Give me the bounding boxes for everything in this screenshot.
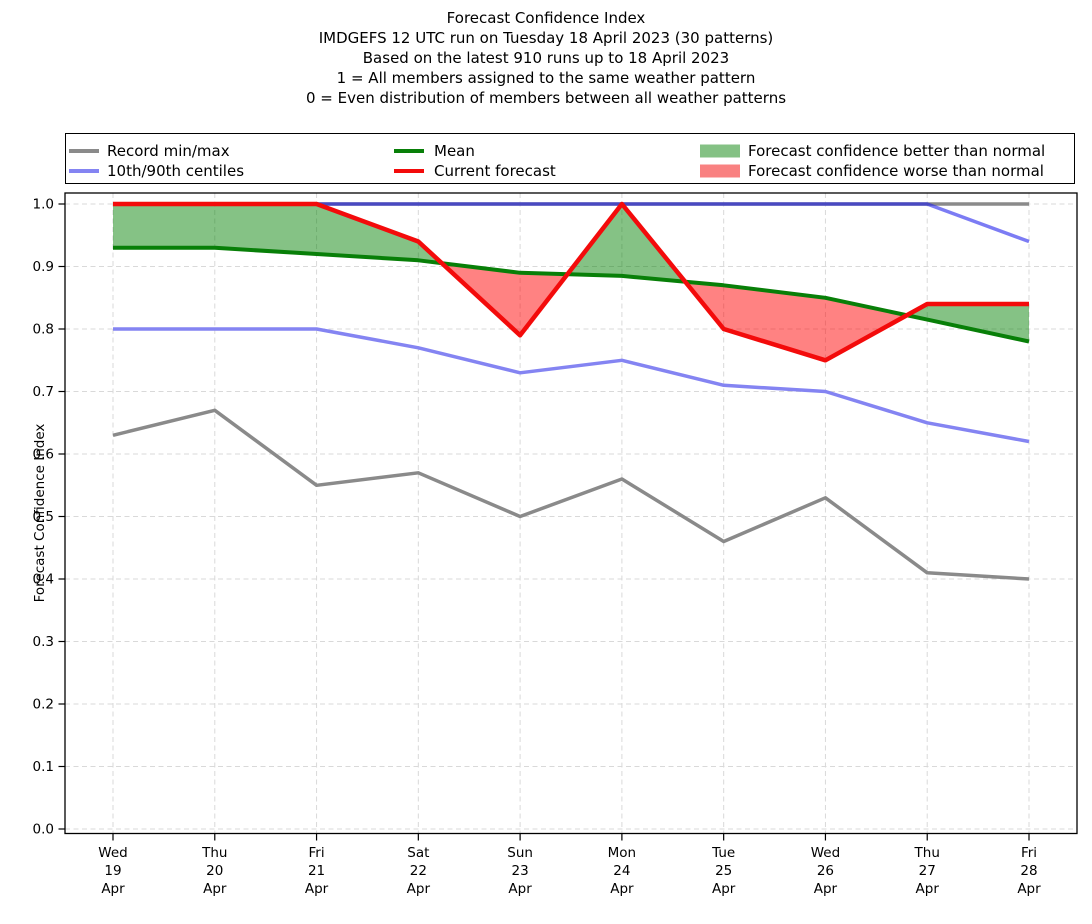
series-line-record-min (112, 408, 1030, 581)
y-tick-label: 0.9 (33, 259, 54, 275)
y-tick-label: 0.6 (33, 447, 54, 463)
y-tick-label: 0.4 (33, 572, 54, 588)
x-tick-label-day: 28 (1020, 863, 1037, 879)
x-tick-label-day: 25 (715, 863, 732, 879)
x-tick-label-weekday: Wed (811, 845, 840, 861)
y-tick-label: 0.7 (33, 384, 54, 400)
x-tick-label-weekday: Fri (309, 845, 325, 861)
chart-subtitle-run: IMDGEFS 12 UTC run on Tuesday 18 April 2… (319, 29, 774, 47)
legend-swatch-patch (700, 144, 740, 158)
y-tick-label: 0.0 (33, 822, 54, 838)
series-line-10th-centile (113, 327, 1030, 444)
x-tick-label-day: 19 (104, 863, 121, 879)
legend-swatch-patch (700, 164, 740, 178)
legend-label: Record min/max (107, 142, 230, 160)
legend-label: Forecast confidence better than normal (748, 142, 1045, 160)
fill-confidence-worse (441, 263, 568, 336)
y-tick-label: 0.2 (33, 697, 54, 713)
x-tick-label-weekday: Fri (1021, 845, 1037, 861)
series-line-current-forecast (113, 201, 1029, 363)
x-tick-label-day: 26 (817, 863, 834, 879)
x-tick-label-month: Apr (712, 881, 736, 897)
x-tick-label-month: Apr (610, 881, 634, 897)
x-tick-label-month: Apr (407, 881, 431, 897)
y-tick-label: 0.1 (33, 759, 54, 775)
y-tick-label: 0.3 (33, 634, 54, 650)
fill-confidence-worse (685, 281, 907, 361)
chart-title: Forecast Confidence Index (447, 9, 646, 27)
chart-subtitle-basis: Based on the latest 910 runs up to 18 Ap… (363, 49, 729, 67)
x-tick-label-day: 21 (308, 863, 325, 879)
x-tick-label-weekday: Tue (711, 845, 735, 861)
x-tick-label-day: 20 (206, 863, 223, 879)
x-tick-label-weekday: Mon (608, 845, 636, 861)
x-tick-label-day: 27 (919, 863, 936, 879)
chart-note-one: 1 = All members assigned to the same wea… (337, 69, 756, 87)
y-tick-label: 0.8 (33, 322, 54, 338)
y-axis-label: Forecast Confidence Index (32, 424, 48, 603)
legend-label: Forecast confidence worse than normal (748, 162, 1044, 180)
x-tick-label-day: 24 (613, 863, 630, 879)
x-tick-label-weekday: Thu (914, 845, 940, 861)
fill-confidence-better (906, 304, 1029, 342)
legend-label: Mean (434, 142, 475, 160)
legend-label: 10th/90th centiles (107, 162, 244, 180)
x-tick-label-weekday: Sun (507, 845, 533, 861)
chart-note-zero: 0 = Even distribution of members between… (306, 89, 786, 107)
x-tick-label-month: Apr (305, 881, 329, 897)
fill-confidence-better (113, 204, 442, 264)
x-tick-label-month: Apr (203, 881, 227, 897)
plot-frame (64, 192, 1078, 835)
plot-area: 0.0 0.1 0.2 0.3 0.4 0.5 0.6 0.7 0.8 0.9 1.0 Wed 19 Ap… (33, 133, 1078, 897)
x-tick-label-month: Apr (508, 881, 532, 897)
legend-label: Current forecast (434, 162, 556, 180)
x-tick-label-weekday: Sat (407, 845, 429, 861)
y-tick-label: 0.5 (33, 509, 54, 525)
legend-box (65, 133, 1075, 184)
x-tick-label-day: 23 (512, 863, 529, 879)
x-tick-label-weekday: Wed (98, 845, 127, 861)
fill-confidence-better (567, 204, 686, 282)
series-line-mean (113, 245, 1030, 344)
x-tick-label-month: Apr (101, 881, 125, 897)
x-tick-label-day: 22 (410, 863, 427, 879)
x-tick-label-month: Apr (916, 881, 940, 897)
x-tick-label-month: Apr (814, 881, 838, 897)
x-tick-label-weekday: Thu (201, 845, 227, 861)
y-tick-label: 1.0 (33, 197, 54, 213)
x-tick-label-month: Apr (1017, 881, 1041, 897)
